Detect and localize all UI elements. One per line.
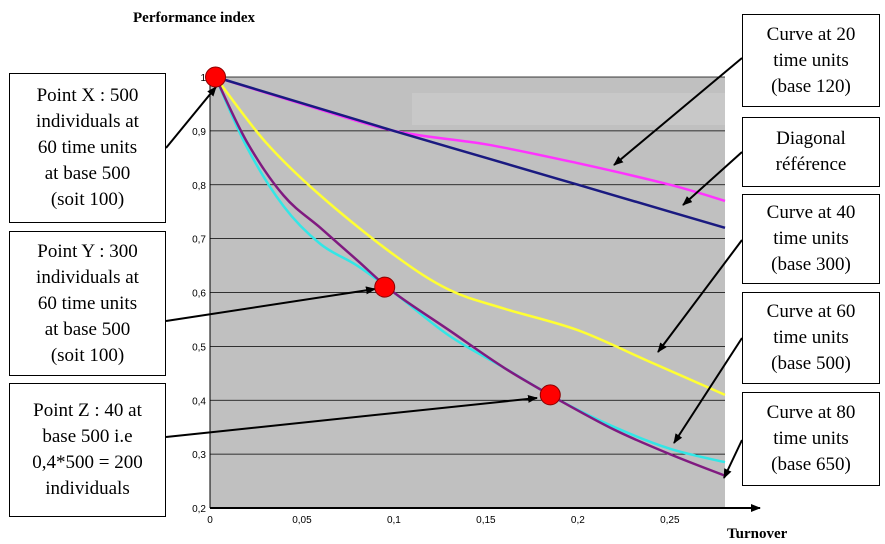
y-tick-label: 0,7: [192, 235, 206, 246]
x-tick-label: 0,15: [476, 515, 496, 526]
y-tick-label: 1: [200, 73, 206, 84]
arrow-point-y: [165, 286, 376, 322]
series-line-3: [214, 76, 726, 464]
arrow-curve-80: [723, 439, 743, 479]
x-axis-title: Turnover: [727, 526, 788, 542]
ticks: 0,2 0,3 0,4 0,5 0,6 0,7 0,8 0,9 1 0 0,05 0,1 0,15 0,2…: [192, 73, 680, 526]
marker-point-x: [205, 66, 227, 88]
x-tick-label: 0,25: [660, 515, 680, 526]
marker-point-z: [539, 384, 561, 406]
legend-curve-20: Curve at 20 time units (base 120): [742, 14, 880, 107]
arrow-curve-40: [657, 239, 743, 353]
y-tick-label: 0,8: [192, 181, 206, 192]
x-tick-label: 0,05: [292, 515, 312, 526]
annotation-point-x: Point X : 500 individuals at 60 time uni…: [9, 73, 166, 223]
series: [214, 75, 726, 477]
highlight-markers: [205, 66, 561, 406]
plot-highlight: [412, 93, 725, 125]
y-tick-label: 0,3: [192, 450, 206, 461]
x-tick-label: 0: [207, 515, 213, 526]
legend-curve-60: Curve at 60 time units (base 500): [742, 292, 880, 384]
y-tick-label: 0,6: [192, 289, 206, 300]
x-tick-label: 0,1: [387, 515, 401, 526]
arrow-curve-20: [613, 57, 743, 166]
y-tick-label: 0,4: [192, 396, 206, 407]
marker-point-y: [374, 276, 396, 298]
arrow-point-x: [165, 86, 217, 149]
annotation-arrows: [165, 57, 743, 479]
x-tick-label: 0,2: [571, 515, 585, 526]
arrow-point-z: [165, 394, 538, 438]
y-tick-label: 0,2: [192, 504, 206, 515]
y-tick-label: 0,9: [192, 127, 206, 138]
y-axis-title: Performance index: [133, 10, 256, 26]
legend-curve-80: Curve at 80 time units (base 650): [742, 392, 880, 486]
series-line-4: [214, 76, 726, 477]
annotation-point-y: Point Y : 300 individuals at 60 time uni…: [9, 231, 166, 376]
y-tick-label: 0,5: [192, 342, 206, 353]
legend-curve-40: Curve at 40 time units (base 300): [742, 194, 880, 284]
series-line-2: [214, 76, 726, 397]
annotation-point-z: Point Z : 40 at base 500 i.e 0,4*500 = 2…: [9, 383, 166, 517]
series-line-1: [215, 75, 726, 230]
arrow-diagonal: [682, 151, 743, 206]
legend-diagonal: Diagonal référence: [742, 117, 880, 187]
arrow-curve-60: [673, 337, 743, 444]
